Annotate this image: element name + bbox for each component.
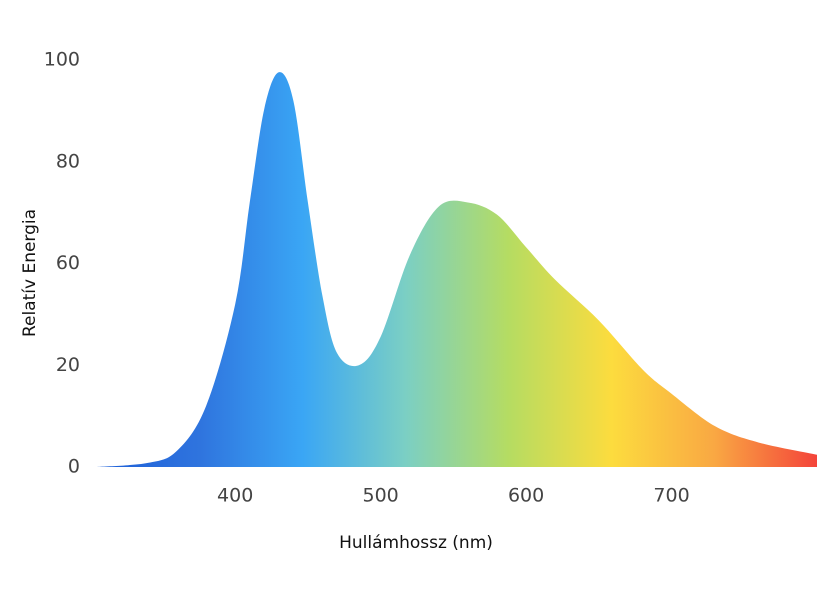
y-tick-label: 100 [44, 49, 80, 71]
spectrum-area [97, 72, 817, 467]
x-tick-label: 600 [508, 485, 544, 507]
x-tick-label: 400 [217, 485, 253, 507]
y-tick-label: 20 [56, 354, 80, 376]
y-tick-label: 80 [56, 150, 80, 172]
x-axis-label: Hullámhossz (nm) [339, 533, 493, 553]
y-tick-label: 0 [68, 456, 80, 478]
y-tick-label: 60 [56, 252, 80, 274]
x-tick-label: 500 [363, 485, 399, 507]
x-tick-label: 700 [653, 485, 689, 507]
y-axis-label: Relatív Energia [20, 209, 40, 337]
